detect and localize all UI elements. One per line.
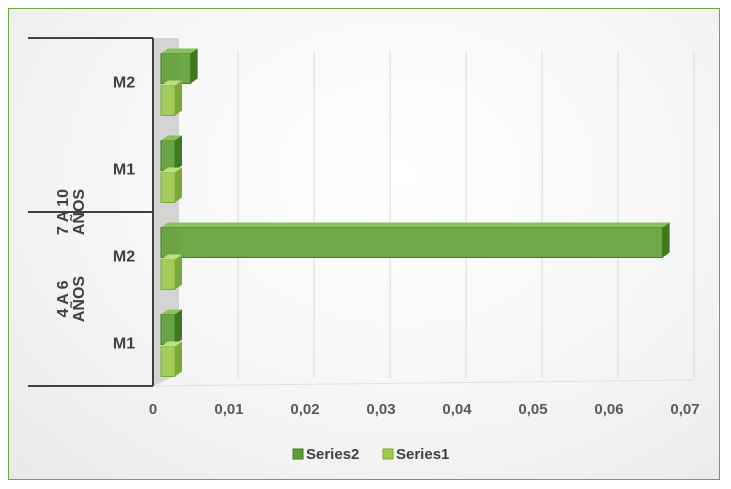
bar bbox=[160, 227, 664, 258]
x-tick-label: 0,06 bbox=[594, 401, 623, 418]
x-tick-label: 0,05 bbox=[518, 401, 547, 418]
bar-side bbox=[175, 135, 182, 171]
category-label: M2 bbox=[113, 249, 135, 266]
x-tick-label: 0 bbox=[149, 401, 157, 418]
category-label: M1 bbox=[113, 336, 135, 353]
bar-top bbox=[161, 222, 670, 228]
x-tick-label: 0,04 bbox=[442, 401, 472, 418]
legend-label: Series1 bbox=[396, 446, 449, 463]
bar-top bbox=[161, 48, 198, 54]
category-label: M2 bbox=[113, 75, 135, 92]
bar bbox=[160, 346, 176, 377]
bar-side bbox=[175, 80, 182, 116]
floor-line bbox=[152, 379, 696, 387]
bar bbox=[160, 53, 192, 84]
group-label: 7 A 10AÑOS bbox=[55, 189, 88, 236]
bar bbox=[160, 140, 176, 171]
bar-side bbox=[175, 309, 182, 345]
bar-side bbox=[662, 222, 670, 258]
bar-side bbox=[175, 254, 182, 290]
bar-side bbox=[175, 341, 182, 377]
side-wall bbox=[153, 38, 179, 386]
legend-swatch bbox=[382, 448, 394, 460]
legend-swatch bbox=[292, 448, 304, 460]
bar bbox=[160, 259, 176, 290]
bar bbox=[160, 172, 176, 203]
x-tick-label: 0,02 bbox=[290, 401, 319, 418]
bar-side bbox=[190, 48, 198, 84]
category-label: M1 bbox=[113, 162, 135, 179]
group-label: 4 A 6AÑOS bbox=[55, 276, 88, 323]
bar bbox=[160, 85, 176, 116]
x-tick-label: 0,07 bbox=[670, 401, 699, 418]
bar-side bbox=[175, 167, 182, 203]
bar bbox=[160, 314, 176, 345]
legend-label: Series2 bbox=[306, 446, 359, 463]
x-tick-label: 0,03 bbox=[366, 401, 395, 418]
x-tick-label: 0,01 bbox=[214, 401, 243, 418]
